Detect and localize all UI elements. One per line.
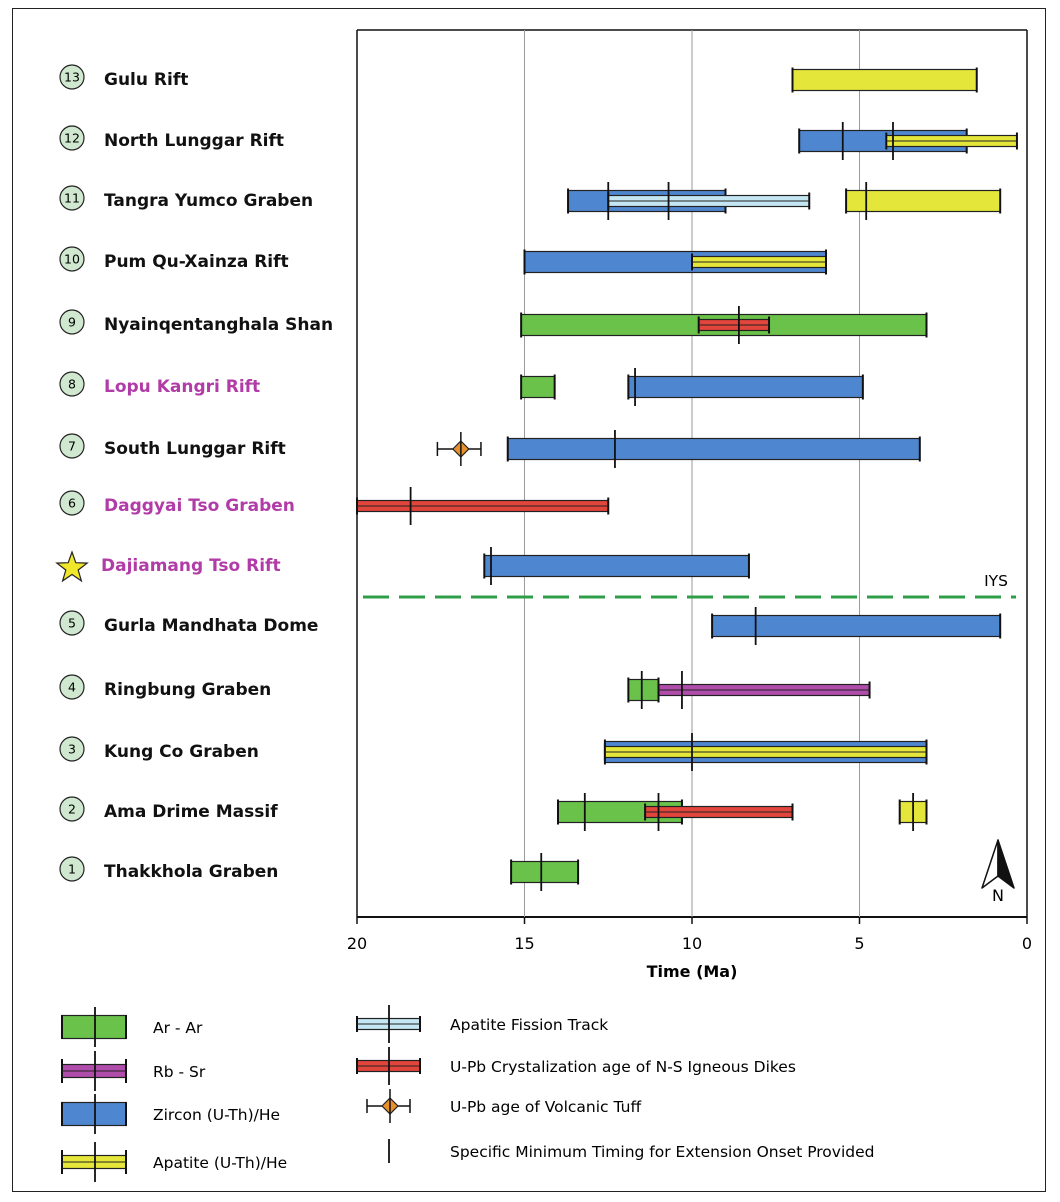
row-number-circle xyxy=(59,490,85,516)
row-number-circle xyxy=(59,64,85,90)
row-number-circle xyxy=(59,736,85,762)
row-number-circle xyxy=(59,674,85,700)
row-number-circle xyxy=(59,856,85,882)
row-label-ringbung-graben: Ringbung Graben xyxy=(104,680,271,700)
row-number-circle-number: 3 xyxy=(68,742,76,757)
legend-label-arar: Ar - Ar xyxy=(153,1019,203,1037)
row-number-circle xyxy=(59,433,85,459)
row-number-circle-number: 5 xyxy=(68,616,76,631)
row-number-circle-number: 8 xyxy=(68,377,76,392)
legend-label-upbtuff: U-Pb age of Volcanic Tuff xyxy=(450,1098,641,1116)
row-label-gulu-rift: Gulu Rift xyxy=(104,70,188,90)
bar-lopu-kangri-rift-zhe xyxy=(627,375,864,399)
row-number-circle-number: 1 xyxy=(68,862,76,877)
row-number-circle xyxy=(59,610,85,636)
row-number-circle xyxy=(59,246,85,272)
figure-frame xyxy=(12,8,1046,1192)
row-label-ama-drime-massif: Ama Drime Massif xyxy=(104,802,278,822)
row-number-circle-number: 12 xyxy=(64,131,80,146)
legend-label-ahe: Apatite (U-Th)/He xyxy=(153,1154,287,1172)
north-arrow-right xyxy=(997,839,1015,889)
legend-label-tick: Specific Minimum Timing for Extension On… xyxy=(450,1143,875,1161)
row-label-tangra-yumco-graben: Tangra Yumco Graben xyxy=(104,191,313,211)
x-tick-label: 20 xyxy=(347,934,367,953)
bar-dajiamang-tso-rift-zhe xyxy=(483,554,750,578)
row-label-kung-co-graben: Kung Co Graben xyxy=(104,742,259,762)
legend-swatch-arar xyxy=(61,1014,127,1040)
iys-label: IYS xyxy=(984,572,1008,590)
x-axis-title: Time (Ma) xyxy=(647,962,738,981)
x-tick-label: 15 xyxy=(514,934,534,953)
row-number-circle xyxy=(59,185,85,211)
legend-label-aft: Apatite Fission Track xyxy=(450,1016,608,1034)
row-number-circle xyxy=(59,796,85,822)
row-label-gurla-mandhata-dome: Gurla Mandhata Dome xyxy=(104,616,318,636)
row-number-circle xyxy=(59,371,85,397)
row-number-circle-number: 9 xyxy=(68,315,76,330)
x-tick-label: 0 xyxy=(1022,934,1032,953)
row-number-circle-number: 11 xyxy=(64,191,80,206)
legend-swatch-zhe xyxy=(61,1101,127,1127)
row-number-circle-number: 13 xyxy=(64,70,80,85)
row-label-daggyai-tso-graben: Daggyai Tso Graben xyxy=(104,496,295,516)
row-number-circle-number: 10 xyxy=(64,252,80,267)
row-label-lopu-kangri-rift: Lopu Kangri Rift xyxy=(104,377,260,397)
north-arrow-icon xyxy=(981,839,1015,889)
bar-tangra-yumco-graben-ahe xyxy=(845,189,1001,213)
bar-south-lunggar-rift-zhe xyxy=(507,437,921,461)
legend-label-rbsr: Rb - Sr xyxy=(153,1063,206,1081)
row-number-circle xyxy=(59,125,85,151)
row-label-north-lunggar-rift: North Lunggar Rift xyxy=(104,131,284,151)
north-label: N xyxy=(992,886,1004,905)
bar-gulu-rift-ahe xyxy=(791,68,978,92)
bar-thakkhola-graben-arar xyxy=(510,860,579,884)
x-tick-label: 10 xyxy=(682,934,702,953)
row-number-circle xyxy=(59,309,85,335)
bar-lopu-kangri-rift-arar xyxy=(520,375,556,399)
bar-ringbung-graben-arar xyxy=(627,678,660,702)
star-icon xyxy=(55,550,89,583)
legend-label-zhe: Zircon (U-Th)/He xyxy=(153,1106,280,1124)
row-label-pum-qu-xainza-rift: Pum Qu-Xainza Rift xyxy=(104,252,289,272)
row-label-south-lunggar-rift: South Lunggar Rift xyxy=(104,439,286,459)
row-number-circle-number: 4 xyxy=(68,680,76,695)
x-tick-label: 5 xyxy=(854,934,864,953)
row-number-circle-number: 7 xyxy=(68,439,76,454)
legend-label-upbdikes: U-Pb Crystalization age of N-S Igneous D… xyxy=(450,1058,796,1076)
row-number-circle-number: 6 xyxy=(68,496,76,511)
row-number-circle-number: 2 xyxy=(68,802,76,817)
row-label-dajiamang-tso-rift: Dajiamang Tso Rift xyxy=(101,556,281,576)
row-label-nyainqentanghala-shan: Nyainqentanghala Shan xyxy=(104,315,333,335)
north-arrow-left xyxy=(981,839,999,889)
row-label-thakkhola-graben: Thakkhola Graben xyxy=(104,862,278,882)
